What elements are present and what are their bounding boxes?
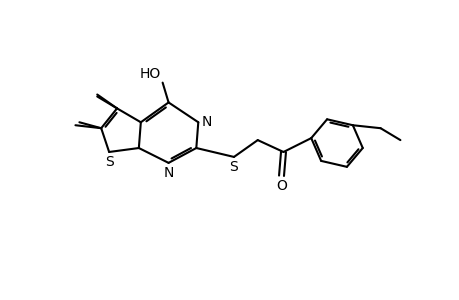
- Text: S: S: [105, 155, 113, 169]
- Text: N: N: [201, 115, 211, 129]
- Text: S: S: [229, 160, 238, 174]
- Text: O: O: [275, 179, 286, 193]
- Text: HO: HO: [139, 67, 160, 81]
- Text: N: N: [163, 166, 174, 180]
